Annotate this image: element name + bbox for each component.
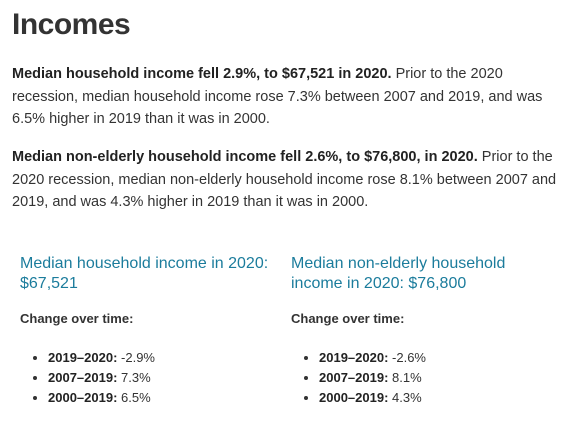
change-item: 2019–2020: -2.6% [319,348,541,368]
change-label: 2019–2020: [319,350,389,365]
change-item: 2007–2019: 7.3% [48,368,270,388]
card-subtitle: Change over time: [291,311,405,326]
change-item: 2019–2020: -2.9% [48,348,270,368]
change-label: 2000–2019: [319,390,389,405]
paragraph-lead: Median household income fell 2.9%, to $6… [12,66,392,82]
change-label: 2019–2020: [48,350,118,365]
change-value: 6.5% [121,390,151,405]
change-label: 2000–2019: [48,390,118,405]
card-subtitle: Change over time: [20,311,134,326]
paragraph: Median non-elderly household income fell… [12,146,560,214]
change-value: -2.9% [121,350,155,365]
change-value: 8.1% [392,370,422,385]
card-title: Median non-elderly household income in 2… [291,255,506,292]
change-item: 2000–2019: 4.3% [319,388,541,408]
stat-card: Median non-elderly household income in 2… [291,254,541,408]
change-value: -2.6% [392,350,426,365]
change-item: 2007–2019: 8.1% [319,368,541,388]
change-value: 7.3% [121,370,151,385]
page-title: Incomes [12,8,131,41]
card-title: Median household income in 2020: $67,521 [20,255,269,292]
change-label: 2007–2019: [319,370,389,385]
paragraph-text: Prior to the 2020 recession, median non-… [12,149,557,210]
paragraph: Median household income fell 2.9%, to $6… [12,63,560,131]
change-list: 2019–2020: -2.6%2007–2019: 8.1%2000–2019… [291,348,541,408]
change-list: 2019–2020: -2.9%2007–2019: 7.3%2000–2019… [20,348,270,408]
stat-card: Median household income in 2020: $67,521… [20,254,270,408]
change-value: 4.3% [392,390,422,405]
change-item: 2000–2019: 6.5% [48,388,270,408]
change-label: 2007–2019: [48,370,118,385]
paragraph-lead: Median non-elderly household income fell… [12,149,478,165]
paragraph-text: Prior to the 2020 recession, median hous… [12,66,543,127]
